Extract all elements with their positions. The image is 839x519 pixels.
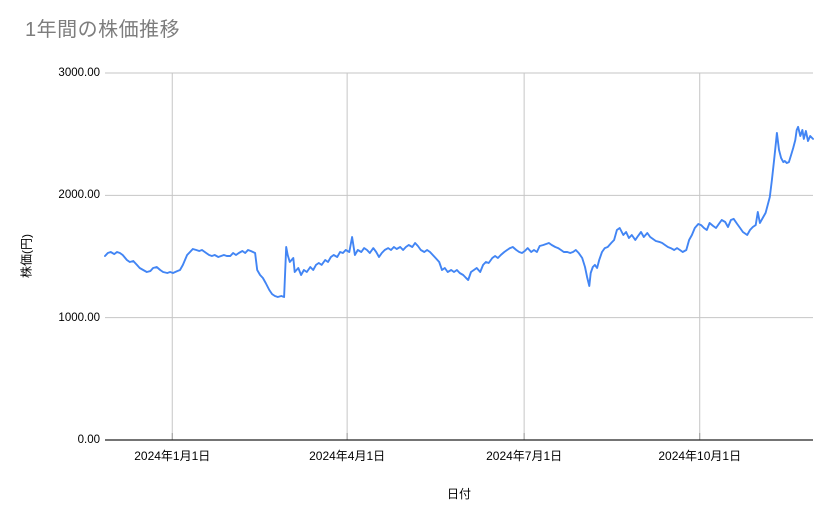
y-tick-label: 0.00 [77, 434, 100, 446]
x-tick-label: 2024年10月1日 [658, 449, 742, 463]
chart-title: 1年間の株価推移 [25, 19, 181, 41]
y-tick-label: 2000.00 [58, 189, 100, 202]
x-tick-label: 2024年7月1日 [486, 449, 563, 463]
y-tick-label: 1000.00 [58, 311, 100, 324]
x-tick-label: 2024年1月1日 [134, 449, 211, 463]
y-tick-label: 3000.00 [58, 67, 100, 79]
price-line-series [104, 125, 814, 298]
x-axis-title: 日付 [446, 487, 472, 501]
y-axis-title: 株価(円) [19, 234, 34, 278]
x-tick-label: 2024年4月1日 [309, 449, 386, 463]
